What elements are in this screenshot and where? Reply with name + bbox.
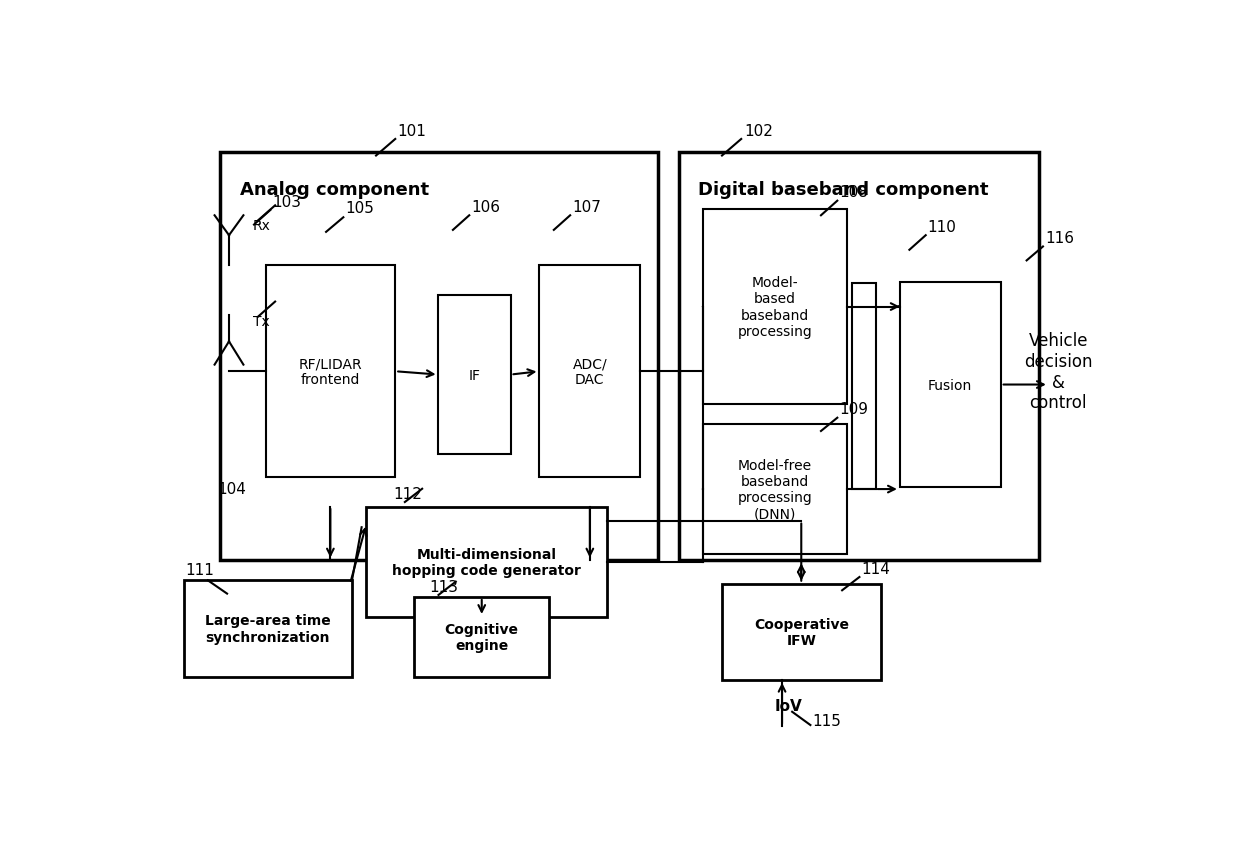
Text: Rx: Rx <box>253 219 270 233</box>
Text: Digital baseband component: Digital baseband component <box>698 181 988 199</box>
Bar <box>367 508 606 617</box>
Text: 108: 108 <box>839 185 868 200</box>
Bar <box>539 266 640 478</box>
Text: 104: 104 <box>217 481 247 497</box>
Bar <box>703 424 847 554</box>
Text: Analog component: Analog component <box>239 181 429 199</box>
Text: 107: 107 <box>572 200 601 214</box>
Text: RF/LIDAR
frontend: RF/LIDAR frontend <box>299 356 362 387</box>
Text: Fusion: Fusion <box>928 378 972 392</box>
Text: 109: 109 <box>839 402 868 417</box>
Bar <box>900 282 1001 488</box>
Text: IoV: IoV <box>774 697 802 713</box>
Bar <box>265 266 396 478</box>
Text: Cognitive
engine: Cognitive engine <box>445 622 518 652</box>
Bar <box>414 598 549 677</box>
Text: Model-free
baseband
processing
(DNN): Model-free baseband processing (DNN) <box>738 458 812 521</box>
Text: 112: 112 <box>393 486 422 501</box>
Text: Tx: Tx <box>253 315 270 329</box>
Text: Large-area time
synchronization: Large-area time synchronization <box>205 614 331 644</box>
Text: Cooperative
IFW: Cooperative IFW <box>754 617 848 647</box>
Bar <box>703 209 847 405</box>
Text: 115: 115 <box>812 714 841 728</box>
Bar <box>221 153 657 561</box>
Text: Model-
based
baseband
processing: Model- based baseband processing <box>738 276 812 338</box>
Text: 102: 102 <box>744 123 773 139</box>
Text: 106: 106 <box>471 200 500 214</box>
Text: ADC/
DAC: ADC/ DAC <box>573 356 608 387</box>
Text: 116: 116 <box>1045 231 1074 246</box>
Bar <box>184 580 352 677</box>
Bar <box>722 584 880 680</box>
Text: 103: 103 <box>273 195 301 209</box>
Bar <box>852 284 875 490</box>
Bar <box>678 153 1039 561</box>
Text: 110: 110 <box>928 220 956 234</box>
Text: 114: 114 <box>862 561 890 576</box>
Text: 101: 101 <box>397 123 427 139</box>
Bar <box>439 295 511 455</box>
Text: 111: 111 <box>186 562 215 578</box>
Text: 113: 113 <box>429 579 458 594</box>
Text: Vehicle
decision
&
control: Vehicle decision & control <box>1024 331 1092 412</box>
Text: IF: IF <box>469 369 481 382</box>
Text: 105: 105 <box>345 201 374 216</box>
Text: Multi-dimensional
hopping code generator: Multi-dimensional hopping code generator <box>392 548 582 578</box>
